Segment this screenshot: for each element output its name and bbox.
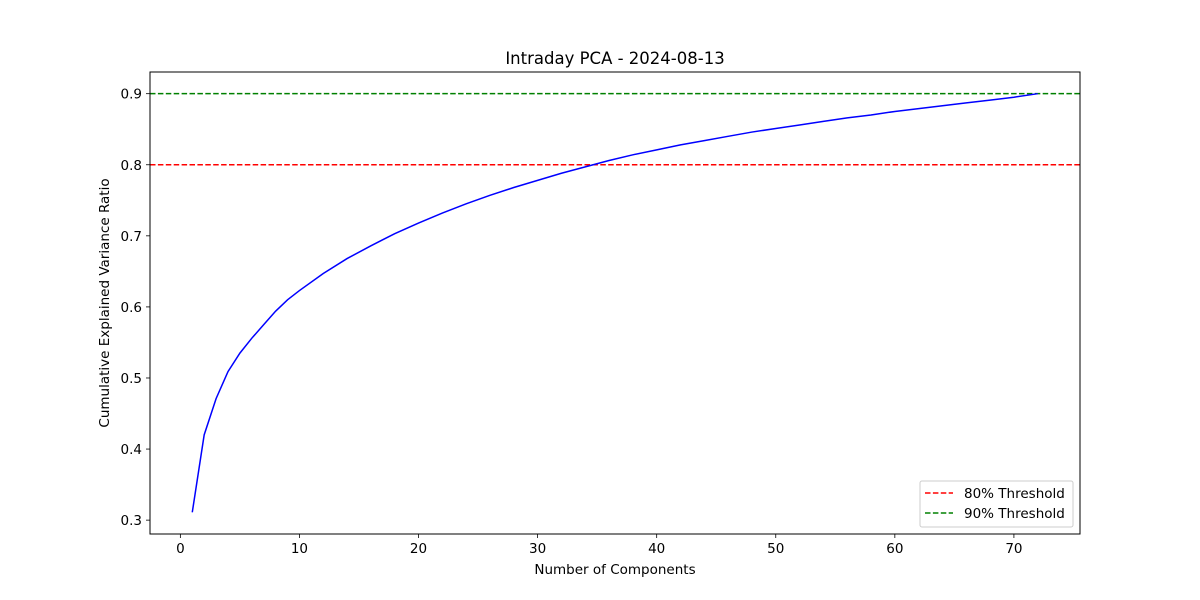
y-tick-label: 0.3 [121, 513, 142, 529]
y-axis-label: Cumulative Explained Variance Ratio [97, 178, 113, 427]
y-tick-label: 0.7 [121, 229, 142, 245]
x-axis-label: Number of Components [534, 562, 695, 578]
y-tick-label: 0.9 [121, 87, 142, 103]
x-tick-label: 0 [176, 541, 185, 557]
series-line-1 [191, 92, 1038, 513]
x-tick-label: 50 [767, 541, 784, 557]
x-tick-label: 30 [529, 541, 546, 557]
chart-title: Intraday PCA - 2024-08-13 [505, 49, 724, 68]
y-tick-label: 0.6 [121, 300, 142, 316]
x-tick-label: 70 [1005, 541, 1022, 557]
x-tick-label: 10 [291, 541, 308, 557]
legend-box [919, 480, 1074, 528]
plot-frame [149, 71, 1081, 535]
x-tick-label: 20 [410, 541, 427, 557]
legend: 80% Threshold 90% Threshold [919, 480, 1074, 528]
y-tick-label: 0.8 [121, 158, 142, 174]
legend-label-2: 90% Threshold [964, 506, 1065, 522]
legend-label-1: 80% Threshold [964, 486, 1065, 502]
y-tick-label: 0.5 [121, 371, 142, 387]
x-tick-label: 60 [886, 541, 903, 557]
x-tick-label: 40 [648, 541, 665, 557]
y-tick-label: 0.4 [121, 442, 142, 458]
